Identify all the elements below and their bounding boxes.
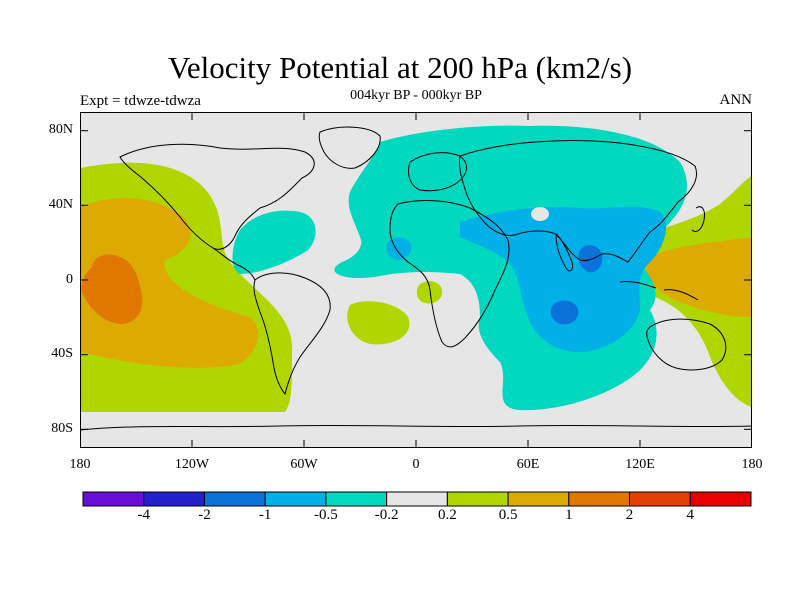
lon-label-180e: 180: [741, 457, 763, 472]
colorbar-label: -0.2: [374, 507, 399, 523]
colorbar-label: -2: [198, 507, 211, 523]
lon-label-180w: 180: [69, 457, 91, 472]
colorbar-label: 0.5: [498, 507, 518, 523]
lon-label-0: 0: [412, 457, 420, 472]
lat-label-80s: 80S: [51, 421, 73, 436]
colorbar-swatch: [689, 491, 752, 507]
colorbar-label: 4: [686, 507, 695, 523]
lat-label-80n: 80N: [48, 122, 73, 137]
colorbar-swatch: [203, 491, 266, 507]
lon-label-120e: 120E: [625, 457, 655, 472]
colorbar-swatch: [264, 491, 327, 507]
lat-label-40s: 40S: [51, 346, 73, 361]
experiment-label: Expt = tdwze-tdwza: [80, 93, 201, 109]
lat-label-40n: 40N: [48, 197, 73, 212]
colorbar-swatch: [446, 491, 509, 507]
colorbar-label: -1: [258, 507, 272, 523]
lat-label-0: 0: [66, 272, 73, 287]
lon-label-60w: 60W: [290, 457, 318, 472]
colorbar-swatch: [629, 491, 691, 507]
region-pacific-0.5: [80, 197, 259, 368]
region-tibet-hole: [531, 207, 549, 221]
colorbar-swatch: [82, 491, 145, 507]
map-subtitle: 004kyr BP - 000kyr BP: [350, 88, 482, 103]
region-pacific-1: [81, 254, 143, 324]
colorbar-swatch: [143, 491, 205, 507]
colorbar-label: 2: [625, 507, 634, 523]
region-westpac-0.5: [645, 238, 752, 317]
map-canvas: [80, 112, 752, 448]
colorbar-swatch: [507, 491, 570, 507]
region-indian-neg-0.5: [460, 206, 667, 353]
colorbar-label: 0.2: [437, 507, 457, 523]
season-label: ANN: [719, 92, 753, 108]
map-panel: [80, 112, 752, 448]
map-title: Velocity Potential at 200 hPa (km2/s): [167, 50, 633, 85]
coastlines: [80, 126, 752, 431]
colorbar-swatch: [325, 491, 388, 507]
region-indian-neg-1: [550, 300, 579, 325]
lon-label-120w: 120W: [174, 457, 210, 472]
region-atlantic-0.2: [347, 301, 410, 345]
region-bay-neg-1: [578, 245, 603, 273]
colorbar-label: -0.5: [314, 507, 338, 523]
lon-label-60e: 60E: [516, 457, 540, 472]
colorbar-swatch: [568, 491, 631, 507]
colorbar-swatch: [386, 491, 448, 507]
colorbar: [82, 491, 752, 507]
colorbar-label: -4: [137, 507, 150, 523]
region-caribbean-neg-0.2: [232, 210, 316, 274]
map-tickmarks: [80, 112, 752, 448]
region-guinea-0.2: [416, 281, 442, 304]
colorbar-label: 1: [565, 507, 573, 523]
